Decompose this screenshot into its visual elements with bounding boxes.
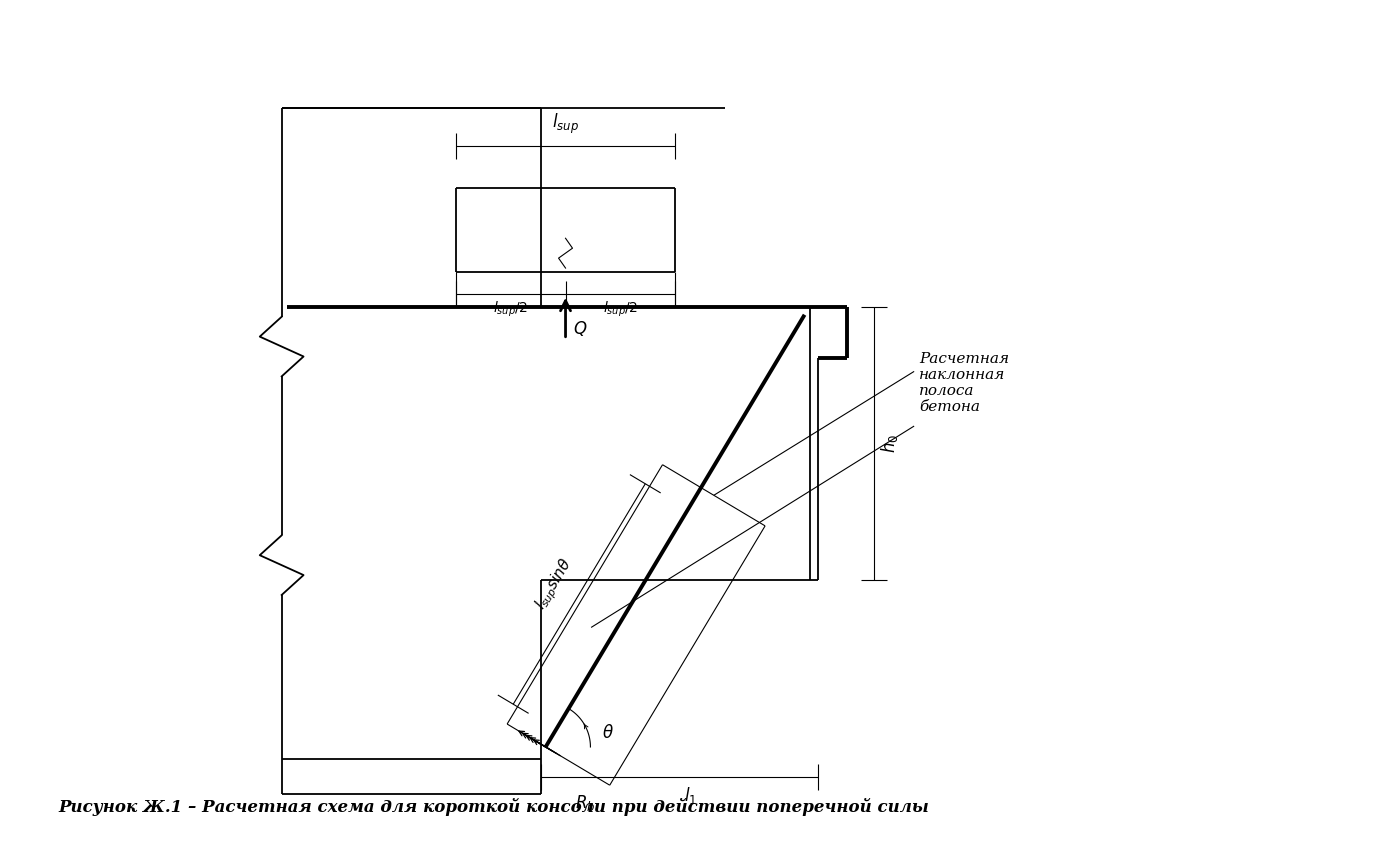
Text: $l_{sup}sin\theta$: $l_{sup}sin\theta$ — [531, 554, 578, 614]
Text: Расчетная
наклонная
полоса
бетона: Расчетная наклонная полоса бетона — [919, 352, 1009, 414]
Text: $h_0$: $h_0$ — [879, 434, 900, 453]
Text: $l_{sup}/2$: $l_{sup}/2$ — [602, 300, 638, 320]
Text: $l_1$: $l_1$ — [683, 785, 697, 805]
Text: Рисунок Ж.1 – Расчетная схема для короткой консоли при действии поперечной силы: Рисунок Ж.1 – Расчетная схема для коротк… — [59, 798, 929, 816]
Text: $R_b$: $R_b$ — [576, 792, 595, 812]
Text: $\theta$: $\theta$ — [602, 724, 615, 742]
Text: $Q$: $Q$ — [573, 319, 587, 338]
Text: $l_{sup}$: $l_{sup}$ — [552, 112, 578, 136]
Text: $l_{sup}/2$: $l_{sup}/2$ — [493, 300, 528, 320]
